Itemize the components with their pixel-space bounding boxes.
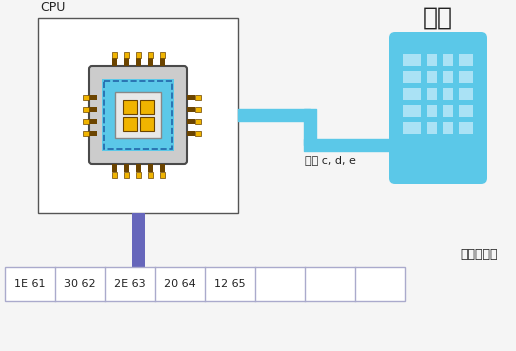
Bar: [148, 52, 153, 58]
Bar: [38, 18, 238, 213]
Text: 20 64: 20 64: [164, 279, 196, 289]
Bar: [459, 105, 473, 117]
Text: 键盘: 键盘: [423, 6, 453, 30]
Bar: [111, 164, 117, 172]
Bar: [443, 88, 453, 100]
Text: 1E 61: 1E 61: [14, 279, 46, 289]
Bar: [104, 81, 172, 149]
Bar: [89, 119, 97, 124]
Bar: [427, 88, 437, 100]
Bar: [459, 122, 473, 134]
Bar: [5, 267, 405, 301]
Bar: [427, 54, 437, 66]
Bar: [122, 99, 137, 113]
Bar: [427, 71, 437, 83]
Bar: [115, 92, 161, 138]
Bar: [459, 71, 473, 83]
Bar: [443, 105, 453, 117]
Bar: [148, 58, 153, 66]
Text: 输入 c, d, e: 输入 c, d, e: [305, 155, 356, 165]
Bar: [187, 94, 195, 99]
Bar: [148, 164, 153, 172]
Bar: [195, 106, 201, 112]
Bar: [403, 54, 421, 66]
Bar: [195, 131, 201, 135]
Bar: [459, 54, 473, 66]
FancyBboxPatch shape: [89, 66, 187, 164]
Bar: [443, 71, 453, 83]
Bar: [136, 52, 140, 58]
FancyBboxPatch shape: [389, 32, 487, 184]
Bar: [195, 94, 201, 99]
Bar: [195, 119, 201, 124]
Bar: [187, 106, 195, 112]
Bar: [111, 52, 117, 58]
Bar: [83, 131, 89, 135]
Bar: [443, 122, 453, 134]
Bar: [83, 119, 89, 124]
Bar: [102, 79, 174, 151]
Bar: [123, 58, 128, 66]
Bar: [89, 106, 97, 112]
Bar: [187, 131, 195, 135]
Bar: [89, 94, 97, 99]
Bar: [148, 172, 153, 178]
Bar: [159, 172, 165, 178]
Bar: [403, 122, 421, 134]
Bar: [403, 88, 421, 100]
Bar: [136, 58, 140, 66]
Bar: [111, 58, 117, 66]
Bar: [136, 164, 140, 172]
Bar: [123, 164, 128, 172]
Bar: [159, 164, 165, 172]
Bar: [187, 119, 195, 124]
Bar: [132, 213, 144, 267]
Bar: [159, 52, 165, 58]
Text: 12 65: 12 65: [214, 279, 246, 289]
Bar: [403, 105, 421, 117]
Bar: [136, 172, 140, 178]
Bar: [123, 52, 128, 58]
Text: 2E 63: 2E 63: [114, 279, 146, 289]
Text: CPU: CPU: [40, 1, 66, 14]
Bar: [122, 117, 137, 131]
Bar: [427, 105, 437, 117]
Bar: [443, 54, 453, 66]
Bar: [139, 99, 153, 113]
Bar: [139, 117, 153, 131]
Text: 键盘缓冲区: 键盘缓冲区: [460, 248, 497, 261]
Text: 30 62: 30 62: [64, 279, 96, 289]
Bar: [159, 58, 165, 66]
Bar: [123, 172, 128, 178]
Bar: [89, 131, 97, 135]
Bar: [403, 71, 421, 83]
Bar: [459, 88, 473, 100]
Bar: [83, 94, 89, 99]
Bar: [83, 106, 89, 112]
Bar: [111, 172, 117, 178]
Bar: [427, 122, 437, 134]
